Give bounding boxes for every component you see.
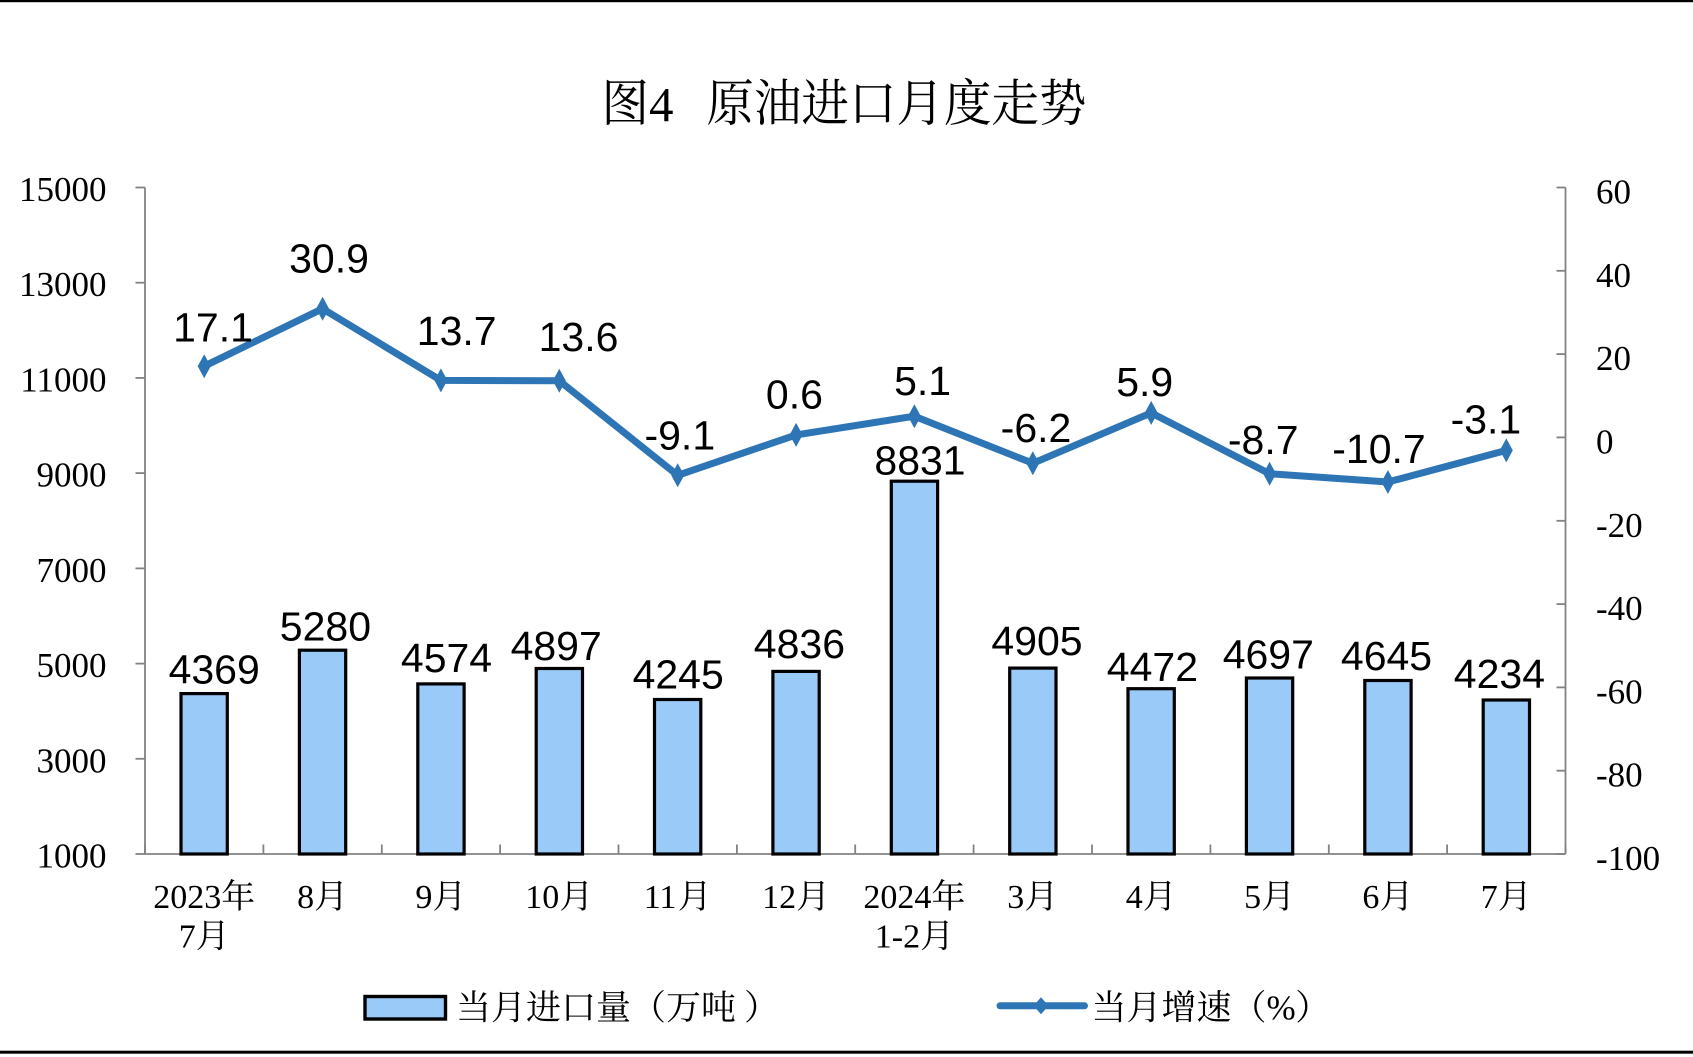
svg-text:3000: 3000 xyxy=(37,741,107,780)
svg-text:4697: 4697 xyxy=(1223,632,1314,678)
svg-text:10: 10 xyxy=(525,879,559,916)
svg-text:13000: 13000 xyxy=(19,265,107,304)
svg-text:4234: 4234 xyxy=(1454,651,1545,697)
svg-text:13.6: 13.6 xyxy=(539,314,619,360)
svg-text:2023: 2023 xyxy=(153,879,221,916)
svg-text:-6.2: -6.2 xyxy=(1001,405,1072,451)
svg-text:7: 7 xyxy=(1481,879,1498,916)
svg-text:-20: -20 xyxy=(1596,506,1643,545)
svg-text:%: % xyxy=(1267,989,1296,1028)
svg-text:3: 3 xyxy=(1007,879,1024,916)
svg-text:-100: -100 xyxy=(1596,839,1660,878)
svg-text:40: 40 xyxy=(1596,256,1631,295)
svg-text:17.1: 17.1 xyxy=(173,304,253,350)
svg-text:4897: 4897 xyxy=(511,623,602,669)
svg-text:5280: 5280 xyxy=(280,604,371,650)
svg-text:1000: 1000 xyxy=(37,837,107,876)
svg-text:4836: 4836 xyxy=(754,621,845,667)
svg-text:13.7: 13.7 xyxy=(417,308,497,354)
svg-text:4: 4 xyxy=(1126,879,1143,916)
svg-text:1-2: 1-2 xyxy=(875,919,920,956)
svg-text:4: 4 xyxy=(649,77,674,132)
svg-text:7000: 7000 xyxy=(37,551,107,590)
svg-text:5000: 5000 xyxy=(37,646,107,685)
svg-text:8: 8 xyxy=(297,879,314,916)
svg-text:4472: 4472 xyxy=(1107,644,1198,690)
svg-text:0.6: 0.6 xyxy=(766,371,823,417)
svg-text:-80: -80 xyxy=(1596,756,1643,795)
svg-text:11000: 11000 xyxy=(20,360,106,399)
svg-text:2024: 2024 xyxy=(863,879,931,916)
svg-text:4645: 4645 xyxy=(1341,633,1432,679)
svg-text:5.1: 5.1 xyxy=(894,358,951,404)
svg-text:4905: 4905 xyxy=(991,618,1082,664)
svg-text:9000: 9000 xyxy=(37,456,107,495)
svg-text:4245: 4245 xyxy=(633,652,724,698)
svg-text:4369: 4369 xyxy=(169,647,260,693)
svg-text:20: 20 xyxy=(1596,339,1631,378)
svg-text:4574: 4574 xyxy=(401,635,492,681)
svg-text:-8.7: -8.7 xyxy=(1228,417,1299,463)
svg-text:12: 12 xyxy=(762,879,796,916)
svg-text:11: 11 xyxy=(644,879,677,916)
svg-text:5: 5 xyxy=(1244,879,1261,916)
svg-text:7: 7 xyxy=(179,919,196,956)
svg-text:15000: 15000 xyxy=(19,170,107,209)
svg-text:-40: -40 xyxy=(1596,589,1643,628)
svg-text:9: 9 xyxy=(415,879,432,916)
svg-text:5.9: 5.9 xyxy=(1116,359,1173,405)
svg-text:8831: 8831 xyxy=(874,437,965,483)
svg-text:-60: -60 xyxy=(1596,672,1643,711)
svg-text:0: 0 xyxy=(1596,422,1614,461)
svg-text:-3.1: -3.1 xyxy=(1451,397,1522,443)
svg-text:30.9: 30.9 xyxy=(289,236,369,282)
svg-text:6: 6 xyxy=(1362,879,1379,916)
svg-text:-10.7: -10.7 xyxy=(1332,426,1425,472)
svg-text:60: 60 xyxy=(1596,173,1631,212)
svg-text:-9.1: -9.1 xyxy=(644,413,715,459)
